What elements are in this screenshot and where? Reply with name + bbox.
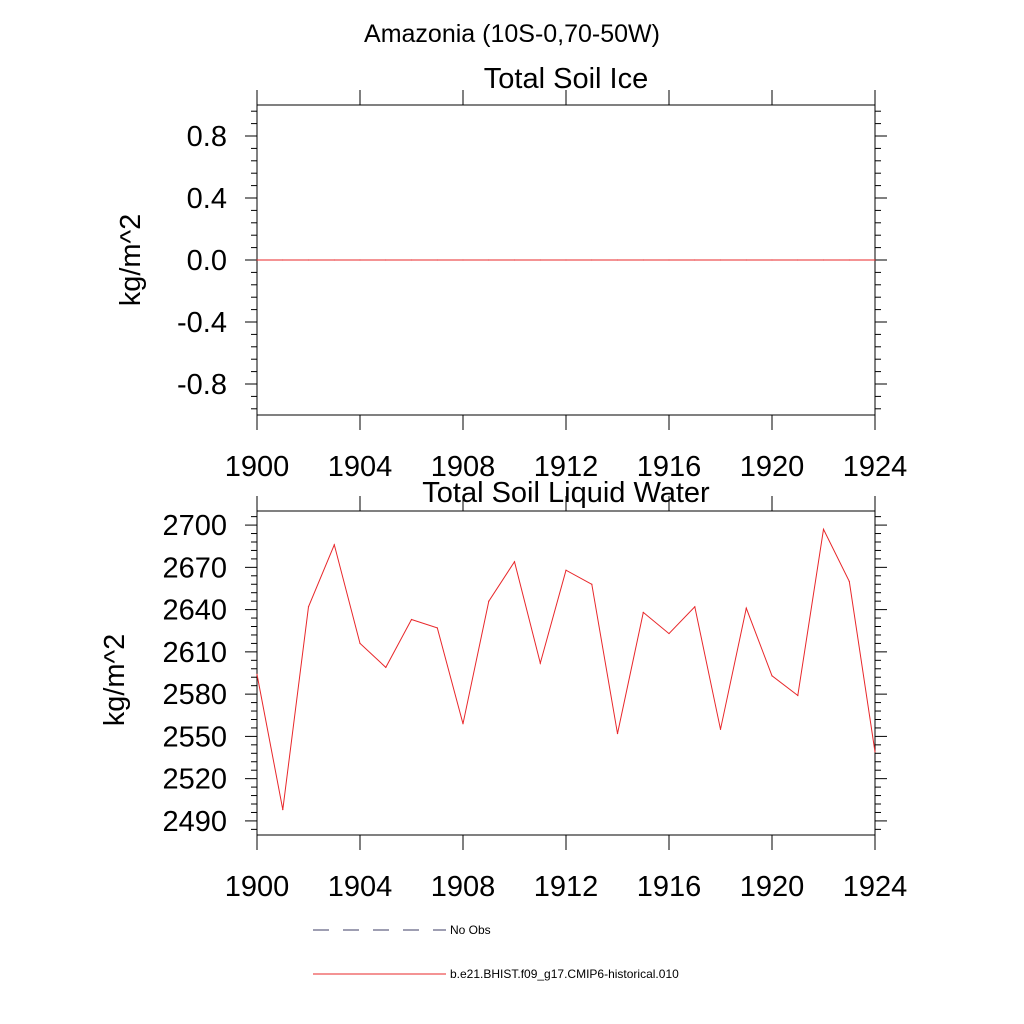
series-line: [256, 527, 876, 810]
data-point: [488, 259, 490, 261]
y-tick-label: 2490: [162, 806, 227, 838]
data-point: [565, 259, 567, 261]
y-tick-label: 2580: [162, 679, 227, 711]
data-point: [462, 723, 464, 725]
y-tick-label: 2670: [162, 552, 227, 584]
data-point: [719, 259, 722, 261]
data-point: [513, 561, 516, 563]
x-tick-label: 1916: [637, 451, 702, 483]
data-point: [436, 627, 438, 629]
data-point: [694, 259, 696, 261]
data-point: [874, 751, 876, 753]
data-point: [694, 606, 696, 608]
y-tick-label: 0.0: [187, 245, 227, 277]
data-point: [745, 259, 747, 261]
x-tick-label: 1924: [843, 871, 908, 903]
data-point: [719, 728, 722, 730]
y-tick-label: 2550: [162, 721, 227, 753]
x-tick-label: 1908: [431, 871, 496, 903]
data-point: [797, 259, 799, 261]
data-point: [307, 259, 310, 261]
data-point: [307, 606, 310, 608]
chart-panel-total-soil-ice: Total Soil Ice kg/m^2 -0.8 -0.4 0.0 0.4 0.8 1…: [115, 63, 907, 483]
y-axis-label: kg/m^2: [115, 214, 147, 307]
x-tick-label: 1900: [225, 451, 290, 483]
x-tick-label: 1904: [328, 871, 393, 903]
y-tick-label: -0.4: [177, 307, 227, 339]
y-tick-label: 0.4: [187, 183, 227, 215]
plot-frame: [256, 510, 876, 836]
x-tick-label: 1912: [534, 451, 599, 483]
legend: No Obs b.e21.BHIST.f09_g17.CMIP6-histori…: [313, 923, 679, 981]
y-tick-label: 0.8: [187, 121, 227, 153]
data-point: [668, 259, 670, 261]
data-point: [410, 259, 413, 261]
data-point: [385, 259, 387, 261]
data-point: [745, 607, 747, 609]
data-point: [797, 694, 799, 697]
data-point: [282, 809, 284, 811]
data-point: [256, 259, 258, 261]
data-point: [616, 259, 619, 261]
y-tick-label: 2610: [162, 637, 227, 669]
data-point: [591, 259, 593, 261]
data-point: [848, 580, 850, 583]
data-point: [848, 259, 850, 261]
x-tick-label: 1912: [534, 871, 599, 903]
data-point: [565, 569, 567, 571]
data-point: [642, 611, 644, 614]
data-point: [591, 583, 593, 585]
legend-label-historical-010: b.e21.BHIST.f09_g17.CMIP6-historical.010: [450, 967, 679, 981]
x-tick-label: 1900: [225, 871, 290, 903]
x-tick-label: 1908: [431, 451, 496, 483]
chart-title: Total Soil Ice: [484, 63, 648, 95]
data-point: [282, 259, 284, 261]
y-axis-label: kg/m^2: [99, 634, 131, 727]
y-tick-label: 2640: [162, 595, 227, 627]
data-point: [410, 618, 413, 621]
data-point: [771, 675, 773, 677]
data-point: [616, 732, 619, 735]
data-point: [462, 259, 464, 261]
data-point: [771, 259, 773, 261]
main-title: Amazonia (10S-0,70-50W): [364, 20, 660, 48]
y-tick-label: 2700: [162, 510, 227, 542]
data-point: [385, 666, 387, 668]
data-point: [359, 259, 361, 261]
x-tick-label: 1904: [328, 451, 393, 483]
y-tick-label: -0.8: [177, 369, 227, 401]
data-point: [822, 528, 825, 530]
data-point: [539, 662, 541, 664]
data-point: [822, 259, 825, 261]
data-point: [488, 600, 490, 602]
data-point: [668, 632, 670, 635]
data-point: [642, 259, 644, 261]
data-point: [513, 259, 516, 261]
x-tick-label: 1916: [637, 871, 702, 903]
chart-panel-total-soil-liquid-water: Total Soil Liquid Water kg/m^2 249025202…: [99, 477, 907, 903]
x-tick-label: 1920: [740, 871, 805, 903]
data-point: [256, 673, 258, 676]
data-point: [436, 259, 438, 261]
data-point: [539, 259, 541, 261]
data-point: [333, 544, 335, 546]
x-tick-label: 1924: [843, 451, 908, 483]
y-tick-label: 2520: [162, 764, 227, 796]
data-point: [874, 259, 876, 261]
x-tick-label: 1920: [740, 451, 805, 483]
data-point: [359, 642, 361, 645]
data-point: [333, 259, 335, 261]
legend-label-no-obs: No Obs: [450, 923, 491, 937]
